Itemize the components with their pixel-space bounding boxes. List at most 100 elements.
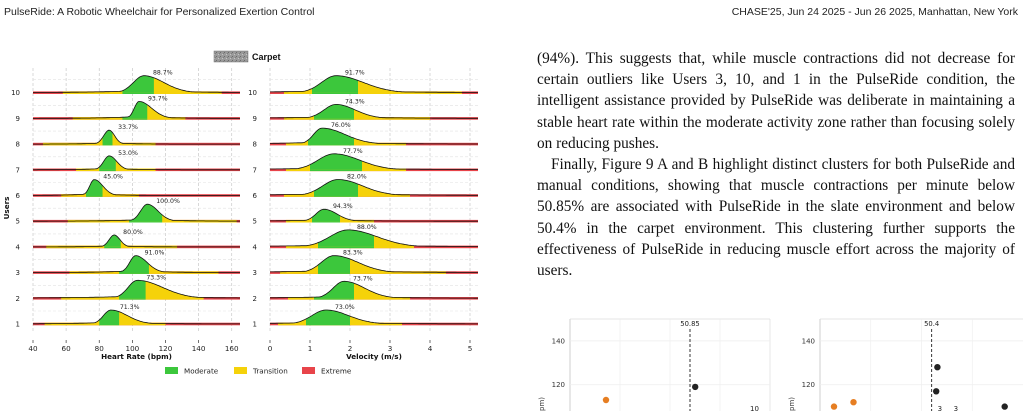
percent-label: 76.0% bbox=[331, 122, 351, 129]
moderate-zone-band bbox=[104, 245, 121, 249]
y-tick-label: 7 bbox=[253, 166, 257, 174]
percent-label: 77.7% bbox=[343, 148, 363, 155]
ridge-row-user-6: 45.0% bbox=[33, 174, 240, 197]
ridge-row-user-2: 73.7% bbox=[270, 275, 478, 300]
ridge-row-user-9: 93.7% bbox=[33, 95, 241, 120]
density-curve bbox=[270, 280, 478, 299]
y-axis-title-partial: pm) bbox=[538, 397, 546, 411]
x-tick-label: 1 bbox=[308, 344, 313, 353]
y-tick-label: 6 bbox=[253, 192, 258, 200]
y-tick-label: 8 bbox=[253, 141, 257, 149]
moderate-area bbox=[306, 310, 350, 324]
transition-area bbox=[280, 255, 446, 273]
percent-label: 53.0% bbox=[118, 150, 138, 157]
y-tick-label: 2 bbox=[16, 295, 20, 303]
ridge-row-user-10: 91.7% bbox=[270, 70, 478, 94]
ridge-row-user-3: 91.0% bbox=[33, 250, 240, 274]
percent-label: 33.7% bbox=[118, 124, 138, 131]
percent-label: 73.3% bbox=[146, 274, 166, 281]
ridge-row-user-5: 100.0% bbox=[33, 198, 240, 223]
x-tick-label: 160 bbox=[225, 344, 239, 353]
legend-item-extreme: Extreme bbox=[302, 367, 352, 376]
density-curve bbox=[33, 309, 240, 325]
body-text: (94%). This suggests that, while muscle … bbox=[537, 48, 1015, 281]
scatter-point bbox=[933, 388, 940, 395]
legend: Moderate Transition Extreme bbox=[165, 367, 352, 376]
x-tick-label: 80 bbox=[95, 344, 105, 353]
y-axis-title: Users bbox=[2, 197, 11, 220]
density-curve bbox=[33, 234, 240, 248]
ridge-row-user-8: 33.7% bbox=[33, 124, 240, 146]
ridge-panel-1: 71.3% 1 73.3% 2 91.0% 3 80.0% 4 100.0% 5 45.0% 6 53.… bbox=[2, 68, 241, 361]
y-tick-label: 140 bbox=[802, 337, 815, 345]
percent-label: 88.0% bbox=[357, 224, 377, 231]
density-curve bbox=[270, 208, 478, 222]
density-curve bbox=[33, 203, 240, 222]
density-curve bbox=[33, 279, 240, 299]
percent-label: 91.7% bbox=[345, 70, 365, 77]
x-tick-label: 40 bbox=[28, 344, 38, 353]
scatter-panel-1: 120 140 50.85 10 pm) bbox=[538, 318, 771, 411]
moderate-area bbox=[85, 179, 103, 196]
threshold-label: 50.4 bbox=[924, 320, 939, 328]
moderate-area bbox=[102, 130, 113, 145]
y-tick-label: 4 bbox=[253, 243, 258, 251]
x-tick-label: 120 bbox=[159, 344, 173, 353]
ridge-row-user-2: 73.3% bbox=[33, 274, 240, 300]
paragraph-2: Finally, Figure 9 A and B highlight dist… bbox=[537, 156, 1015, 280]
density-curve bbox=[33, 129, 240, 145]
legend-item-moderate: Moderate bbox=[165, 367, 219, 376]
moderate-area bbox=[99, 155, 116, 170]
moderate-zone-band bbox=[318, 245, 374, 249]
ridge-row-user-9: 74.3% bbox=[270, 98, 478, 120]
percent-label: 82.0% bbox=[347, 174, 367, 181]
threshold-label: 50.85 bbox=[680, 320, 699, 328]
percent-label: 83.3% bbox=[343, 250, 363, 257]
ridge-row-user-7: 77.7% bbox=[270, 148, 478, 172]
density-curve bbox=[270, 104, 478, 119]
chart-title: Carpet bbox=[252, 52, 281, 62]
percent-label: 73.0% bbox=[335, 304, 355, 311]
transition-zone-band bbox=[42, 142, 156, 146]
x-axis-title: Velocity (m/s) bbox=[346, 352, 402, 361]
ridge-row-user-1: 73.0% bbox=[270, 304, 478, 326]
y-tick-label: 5 bbox=[16, 218, 20, 226]
density-curve bbox=[33, 75, 240, 93]
density-curve bbox=[270, 127, 478, 145]
percent-label: 80.0% bbox=[123, 229, 143, 236]
percent-label: 93.7% bbox=[148, 95, 168, 102]
legend-label: Moderate bbox=[184, 367, 219, 376]
ridge-row-user-4: 88.0% bbox=[269, 224, 478, 249]
y-tick-label: 7 bbox=[16, 166, 20, 174]
y-tick-label: 9 bbox=[16, 115, 20, 123]
y-tick-label: 3 bbox=[16, 269, 20, 277]
legend-label: Extreme bbox=[321, 367, 352, 376]
scatter-point bbox=[692, 383, 699, 391]
ridge-row-user-8: 76.0% bbox=[270, 122, 478, 146]
y-tick-label: 8 bbox=[16, 141, 20, 149]
point-label: 3 bbox=[938, 405, 942, 411]
y-tick-label: 6 bbox=[16, 192, 21, 200]
scatter-point bbox=[934, 364, 941, 371]
point-label: 10 bbox=[750, 405, 759, 411]
y-tick-label: 3 bbox=[253, 269, 257, 277]
density-curve bbox=[33, 255, 240, 273]
ridge-row-user-5: 94.3% bbox=[270, 203, 478, 223]
ridge-plot-figure: Carpet 71.3%173.3%291.0%380.0%4100.0%545… bbox=[2, 50, 478, 376]
moderate-area bbox=[310, 153, 362, 170]
texture-swatch-icon bbox=[213, 50, 249, 63]
x-tick-label: 100 bbox=[126, 344, 140, 353]
scatter-point bbox=[830, 403, 838, 410]
ridge-panel-2: 73.0% 1 73.7% 2 83.3% 3 88.0% 4 94.3% 5 82.0% 6 77.7… bbox=[248, 68, 478, 361]
y-tick-label: 10 bbox=[11, 89, 20, 97]
percent-label: 74.3% bbox=[345, 98, 365, 105]
moderate-zone-band bbox=[308, 142, 354, 146]
scatter-figure: 120 140 50.85 10 pm) 120 140 50.4 3 3 pm) bbox=[538, 318, 1023, 411]
running-header-left: PulseRide: A Robotic Wheelchair for Pers… bbox=[4, 6, 315, 18]
percent-label: 45.0% bbox=[103, 174, 123, 181]
moderate-area bbox=[318, 255, 350, 273]
x-tick-label: 60 bbox=[62, 344, 72, 353]
running-header-right: CHASE'25, Jun 24 2025 - Jun 26 2025, Man… bbox=[731, 6, 1018, 18]
ridge-row-user-6: 82.0% bbox=[270, 174, 478, 197]
legend-swatch bbox=[234, 367, 247, 374]
